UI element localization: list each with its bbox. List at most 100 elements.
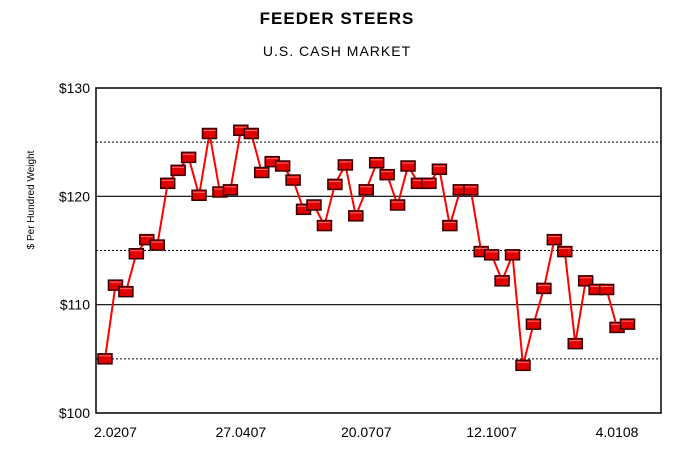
data-point-marker	[567, 337, 583, 350]
data-point	[180, 151, 197, 164]
data-point	[327, 178, 343, 191]
data-point	[149, 239, 165, 251]
data-point-marker	[358, 184, 374, 196]
data-point-marker	[348, 210, 364, 222]
data-point	[243, 127, 260, 140]
data-point-marker	[463, 184, 479, 196]
data-point	[494, 275, 510, 287]
data-point-marker	[483, 249, 500, 261]
data-point-marker	[285, 174, 301, 186]
data-point	[598, 283, 615, 296]
data-point-marker	[191, 189, 207, 201]
data-point	[348, 210, 364, 222]
y-tick-label: $100	[59, 405, 90, 421]
y-axis-ticks: $100 $110 $120 $130	[59, 80, 90, 421]
data-point-marker	[327, 178, 343, 191]
data-point	[285, 174, 301, 186]
data-point	[97, 353, 113, 365]
y-tick-label: $110	[60, 297, 90, 313]
data-point-marker	[149, 239, 165, 251]
data-point	[316, 219, 333, 232]
data-point	[442, 219, 458, 232]
data-point-marker	[598, 283, 615, 296]
data-point-marker	[442, 219, 458, 232]
y-tick-label: $130	[59, 80, 90, 96]
chart-subtitle: U.S. CASH MARKET	[263, 43, 411, 59]
data-point-marker	[128, 248, 145, 260]
data-point-marker	[316, 219, 333, 232]
data-point	[222, 184, 239, 196]
data-point-marker	[170, 164, 186, 177]
y-tick-label: $120	[59, 188, 90, 204]
data-point	[389, 199, 406, 211]
data-point-marker	[379, 168, 395, 181]
data-point	[557, 245, 573, 258]
data-point-marker	[118, 285, 134, 298]
data-point	[525, 318, 542, 330]
data-point-marker	[504, 249, 521, 261]
grid	[96, 141, 661, 360]
chart-title: FEEDER STEERS	[260, 9, 415, 28]
data-point	[421, 177, 437, 190]
data-point-marker	[97, 353, 113, 365]
data-point	[546, 233, 563, 246]
data-point	[170, 164, 186, 177]
data-point	[368, 157, 385, 169]
data-point-marker	[274, 160, 291, 172]
data-point	[567, 337, 583, 350]
data-point	[128, 248, 145, 260]
data-point-marker	[368, 157, 385, 169]
x-tick-label: 20.0707	[341, 424, 392, 440]
data-point	[191, 189, 207, 201]
data-point-marker	[306, 199, 322, 211]
data-point	[254, 166, 270, 179]
data-point-marker	[400, 160, 416, 172]
data-point	[463, 184, 479, 196]
data-point-marker	[243, 127, 260, 140]
data-point-marker	[180, 151, 197, 164]
data-point	[201, 127, 218, 140]
data-point	[619, 318, 636, 330]
data-point	[379, 168, 395, 181]
x-axis-ticks: 2.0207 27.0407 20.0707 12.1007 4.0108	[94, 424, 639, 440]
data-point-marker	[536, 282, 552, 295]
x-tick-label: 12.1007	[466, 424, 517, 440]
data-point-marker	[107, 279, 124, 291]
data-point	[358, 184, 374, 196]
y-axis-label: $ Per Hundred Weight	[26, 150, 37, 249]
x-tick-label: 27.0407	[216, 424, 267, 440]
x-tick-label: 4.0108	[596, 424, 639, 440]
plot-area-frame	[95, 87, 662, 414]
data-point	[118, 285, 134, 298]
data-point-marker	[421, 177, 437, 190]
data-point	[107, 279, 124, 291]
data-point	[306, 199, 322, 211]
data-point	[431, 163, 448, 175]
x-tick-label: 2.0207	[94, 424, 137, 440]
data-point-marker	[619, 318, 636, 330]
data-point-marker	[546, 233, 563, 246]
data-point	[337, 159, 354, 171]
data-point-marker	[515, 359, 531, 372]
data-point-marker	[337, 159, 354, 171]
data-point	[504, 249, 521, 261]
data-point-marker	[577, 275, 594, 287]
data-point-marker	[222, 184, 239, 196]
data-point	[274, 160, 291, 172]
data-point	[483, 249, 500, 261]
data-point	[536, 282, 552, 295]
data-point-marker	[201, 127, 218, 140]
data-point-marker	[557, 245, 573, 258]
data-point	[577, 275, 594, 287]
data-point-marker	[431, 163, 448, 175]
data-point	[515, 359, 531, 372]
data-point-marker	[254, 166, 270, 179]
data-point	[400, 160, 416, 172]
data-point	[159, 177, 176, 190]
data-point-marker	[525, 318, 542, 330]
data-point-marker	[494, 275, 510, 287]
series-price	[97, 124, 636, 372]
data-point-marker	[159, 177, 176, 190]
data-point-marker	[389, 199, 406, 211]
